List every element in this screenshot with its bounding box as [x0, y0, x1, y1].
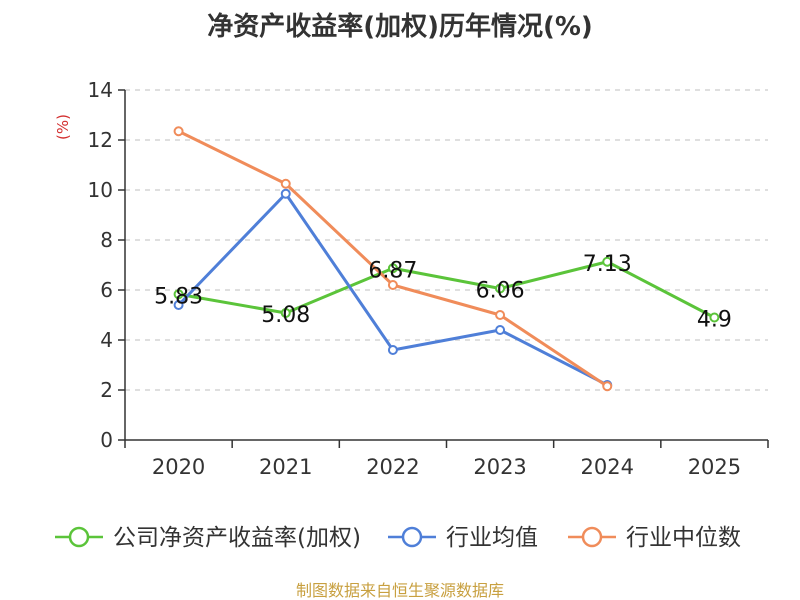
source-note: 制图数据来自恒生聚源数据库	[296, 581, 504, 600]
data-point	[709, 312, 720, 323]
data-label: 5.08	[261, 303, 310, 328]
legend-label: 行业中位数	[626, 525, 741, 551]
data-point	[173, 289, 184, 300]
y-axis-label: (%)	[54, 114, 72, 140]
data-label: 7.13	[583, 252, 632, 277]
legend-marker	[581, 526, 603, 548]
data-point	[387, 345, 398, 355]
data-point	[173, 126, 184, 137]
legend-item: 公司净资产收益率(加权)	[55, 525, 361, 551]
chart-title: 净资产收益率(加权)历年情况(%)	[207, 11, 593, 42]
legend-marker	[68, 526, 90, 548]
data-point	[495, 310, 506, 320]
legend-item: 行业中位数	[568, 525, 741, 551]
data-point	[280, 178, 291, 189]
x-tick-label: 2023	[473, 455, 526, 479]
data-point	[495, 325, 506, 335]
data-point	[495, 283, 506, 294]
y-tick-label: 12	[88, 128, 113, 152]
grid	[125, 89, 768, 391]
data-point	[602, 256, 613, 267]
axes: 0 2 4 6 8 10 12 14 2020 2021 2022 2023 2024 2025	[88, 78, 769, 479]
y-tick-label: 14	[88, 78, 113, 102]
legend-marker	[401, 526, 423, 548]
x-tick-label: 2025	[688, 455, 741, 479]
data-label: 4.9	[697, 308, 732, 333]
x-tick-label: 2020	[152, 455, 205, 479]
legend-label: 公司净资产收益率(加权)	[113, 525, 361, 551]
series-2	[173, 126, 613, 392]
x-tick-label: 2021	[259, 455, 312, 479]
legend-item: 行业均值	[388, 525, 538, 551]
data-point	[387, 280, 398, 290]
legend: 公司净资产收益率(加权) 行业均值 行业中位数	[55, 525, 741, 551]
legend-label: 行业均值	[446, 525, 538, 551]
data-labels: 5.83 5.08 6.87 6.06 7.13 4.9	[154, 252, 732, 333]
y-tick-label: 4	[100, 328, 113, 352]
series-0	[173, 256, 720, 323]
data-point	[387, 263, 398, 274]
data-point	[280, 188, 291, 199]
data-point	[602, 381, 613, 392]
y-tick-label: 6	[100, 278, 113, 302]
y-tick-label: 0	[100, 428, 113, 452]
series	[173, 126, 720, 392]
y-tick-label: 10	[88, 178, 113, 202]
x-tick-label: 2022	[366, 455, 419, 479]
data-label: 5.83	[154, 284, 203, 309]
data-point	[280, 308, 291, 318]
y-tick-label: 8	[100, 228, 113, 252]
data-label: 6.06	[476, 279, 525, 304]
x-tick-label: 2024	[581, 455, 634, 479]
data-point	[173, 300, 184, 310]
series-line	[178, 260, 716, 319]
y-tick-label: 2	[100, 378, 113, 402]
data-label: 6.87	[368, 258, 417, 283]
